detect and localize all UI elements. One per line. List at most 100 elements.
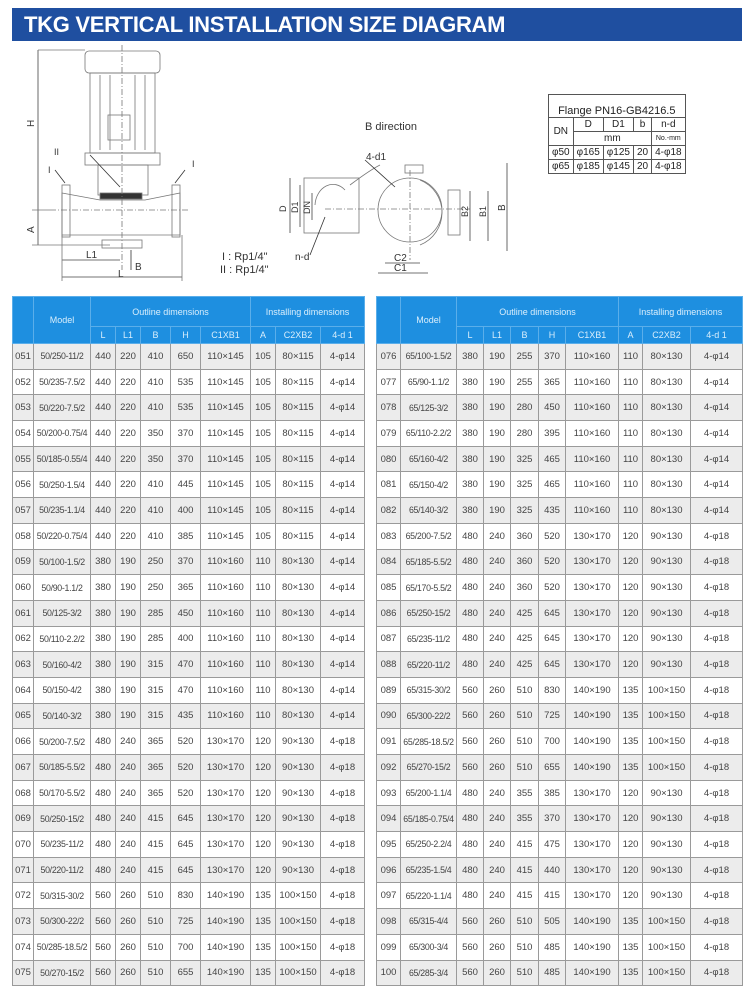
cell-a: 120 (618, 779, 644, 807)
cell-l1: 240 (483, 599, 511, 627)
cell-model: 65/285-18.5/2 (400, 728, 457, 755)
cell-c2xb2: 90×130 (642, 805, 692, 833)
cell-b: 510 (140, 933, 171, 961)
cell-c1xb1: 110×145 (199, 445, 252, 473)
table-row: 087 65/235-11/2 480 240 425 645 130×170 120 90×1… (376, 625, 744, 653)
cell-4-d1: 4-φ18 (320, 754, 366, 781)
cell-4-d1: 4-φ14 (320, 368, 366, 396)
cell-model: 65/285-3/4 (400, 959, 457, 987)
cell-b: 280 (510, 394, 539, 422)
cell-model: 65/250-15/2 (400, 599, 457, 627)
cell-l1: 190 (483, 368, 511, 396)
cell-c2xb2: 80×130 (275, 676, 322, 704)
table-row: 054 50/200-0.75/4 440 220 350 370 110×145 105 80… (12, 420, 366, 447)
header-b: B (140, 326, 171, 344)
cell-l: 560 (456, 959, 484, 987)
cell-row-number: 093 (376, 779, 401, 807)
table-row: 069 50/250-15/2 480 240 415 645 130×170 120 90×1… (12, 805, 366, 833)
header-installing-dimensions: Installing dimensions (618, 296, 744, 327)
cell-h: 520 (170, 728, 201, 755)
cell-row-number: 074 (12, 933, 34, 961)
cell-4-d1: 4-φ14 (320, 676, 366, 704)
cell-b: 285 (140, 599, 171, 627)
cell-c1xb1: 110×145 (199, 497, 252, 524)
cell-a: 120 (618, 651, 644, 678)
cell-l: 560 (456, 728, 484, 755)
cell-l1: 190 (115, 548, 141, 576)
cell-c2xb2: 80×115 (275, 445, 322, 473)
flange-table: Flange PN16-GB4216.5 DN D D1 b n-d mm No… (548, 94, 686, 174)
cell-row-number: 052 (12, 368, 34, 396)
cell-a: 120 (618, 574, 644, 601)
cell-c1xb1: 130×170 (564, 651, 620, 678)
cell-b: 410 (140, 343, 171, 370)
cell-c2xb2: 100×150 (275, 882, 322, 910)
flange-cell: 20 (632, 159, 653, 174)
cell-h: 450 (538, 394, 566, 422)
cell-l: 380 (90, 651, 116, 678)
cell-l: 480 (456, 831, 484, 858)
cell-b: 510 (510, 702, 539, 730)
cell-h: 645 (538, 625, 566, 653)
cell-b: 360 (510, 522, 539, 550)
cell-c1xb1: 130×170 (199, 728, 252, 755)
cell-c2xb2: 80×115 (275, 420, 322, 447)
cell-row-number: 071 (12, 856, 34, 884)
cell-l1: 190 (483, 471, 511, 499)
cell-model: 65/200-7.5/2 (400, 522, 457, 550)
cell-l: 560 (456, 933, 484, 961)
cell-a: 110 (618, 343, 644, 370)
cell-c1xb1: 130×170 (564, 522, 620, 550)
cell-4-d1: 4-φ14 (320, 651, 366, 678)
cell-4-d1: 4-φ18 (690, 702, 744, 730)
cell-c2xb2: 90×130 (642, 856, 692, 884)
table-row: 068 50/170-5.5/2 480 240 365 520 130×170 120 90×… (12, 779, 366, 807)
cell-l1: 260 (483, 933, 511, 961)
header-l1: L1 (483, 326, 511, 344)
table-row: 081 65/150-4/2 380 190 325 465 110×160 110 80×13… (376, 471, 744, 499)
cell-a: 120 (618, 599, 644, 627)
port-label-i-left: I (48, 165, 51, 175)
cell-l1: 220 (115, 471, 141, 499)
cell-model: 50/250-11/2 (33, 343, 91, 370)
cell-c1xb1: 110×160 (199, 625, 252, 653)
cell-c1xb1: 130×170 (564, 831, 620, 858)
cell-a: 135 (618, 728, 644, 755)
cell-a: 135 (250, 959, 277, 987)
cell-c1xb1: 130×170 (199, 805, 252, 833)
flange-row: φ50 φ165 φ125 20 4-φ18 (548, 145, 686, 160)
dim-label-h: H (26, 120, 37, 127)
cell-c1xb1: 140×190 (199, 933, 252, 961)
cell-c1xb1: 140×190 (564, 728, 620, 755)
header-4-d1: 4-d 1 (320, 326, 366, 344)
cell-c2xb2: 100×150 (642, 676, 692, 704)
cell-b: 510 (510, 754, 539, 781)
cell-b: 510 (510, 959, 539, 987)
cell-h: 725 (170, 908, 201, 935)
cell-h: 830 (170, 882, 201, 910)
cell-4-d1: 4-φ18 (690, 908, 744, 935)
cell-h: 725 (538, 702, 566, 730)
cell-c1xb1: 110×160 (199, 574, 252, 601)
cell-4-d1: 4-φ14 (320, 445, 366, 473)
cell-a: 110 (250, 676, 277, 704)
cell-c1xb1: 140×190 (564, 933, 620, 961)
cell-h: 475 (538, 831, 566, 858)
cell-b: 510 (510, 728, 539, 755)
cell-l1: 190 (483, 497, 511, 524)
table-row: 071 50/220-11/2 480 240 415 645 130×170 120 90×1… (12, 856, 366, 884)
cell-l: 440 (90, 471, 116, 499)
cell-l1: 190 (483, 420, 511, 447)
cell-c1xb1: 110×160 (199, 599, 252, 627)
cell-b: 415 (140, 831, 171, 858)
cell-4-d1: 4-φ18 (690, 574, 744, 601)
cell-model: 65/235-11/2 (400, 625, 457, 653)
cell-h: 535 (170, 394, 201, 422)
cell-row-number: 065 (12, 702, 34, 730)
cell-model: 50/200-0.75/4 (33, 420, 91, 447)
cell-b: 365 (140, 779, 171, 807)
cell-a: 120 (618, 856, 644, 884)
cell-l1: 240 (483, 779, 511, 807)
cell-b: 325 (510, 445, 539, 473)
cell-l: 480 (456, 651, 484, 678)
